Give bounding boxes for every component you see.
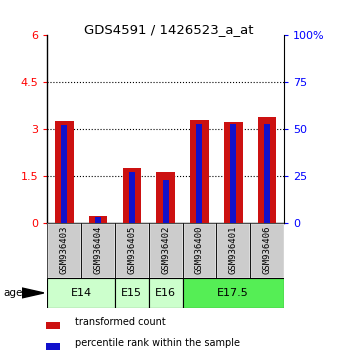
Polygon shape	[22, 288, 44, 298]
Bar	[46, 343, 60, 350]
Bar	[115, 278, 149, 308]
Text: percentile rank within the sample: percentile rank within the sample	[75, 338, 240, 348]
Bar	[81, 223, 115, 278]
Text: E14: E14	[71, 288, 92, 298]
Text: GSM936406: GSM936406	[263, 225, 271, 274]
Bar	[46, 322, 60, 329]
Text: GSM936403: GSM936403	[60, 225, 69, 274]
Bar	[61, 125, 67, 223]
Text: GDS4591 / 1426523_a_at: GDS4591 / 1426523_a_at	[84, 23, 254, 36]
Bar	[47, 223, 81, 278]
Text: GSM936402: GSM936402	[161, 225, 170, 274]
Text: GSM936401: GSM936401	[229, 225, 238, 274]
Text: E16: E16	[155, 288, 176, 298]
Text: GSM936405: GSM936405	[127, 225, 136, 274]
Bar	[95, 217, 101, 223]
Bar	[149, 223, 183, 278]
Text: GSM936400: GSM936400	[195, 225, 204, 274]
Bar	[190, 120, 209, 223]
Bar	[55, 121, 74, 223]
Text: GSM936404: GSM936404	[94, 225, 102, 274]
Bar	[47, 278, 115, 308]
Text: E17.5: E17.5	[217, 288, 249, 298]
Bar	[196, 124, 202, 223]
Bar	[264, 124, 270, 223]
Bar	[258, 117, 276, 223]
Bar	[89, 216, 107, 223]
Bar	[149, 278, 183, 308]
Text: age: age	[3, 288, 23, 298]
Bar	[230, 124, 236, 223]
Bar	[183, 278, 284, 308]
Bar	[123, 168, 141, 223]
Bar	[163, 180, 169, 223]
Bar	[216, 223, 250, 278]
Bar	[183, 223, 216, 278]
Bar	[129, 172, 135, 223]
Text: E15: E15	[121, 288, 142, 298]
Bar	[115, 223, 149, 278]
Bar	[224, 122, 243, 223]
Text: transformed count: transformed count	[75, 316, 166, 327]
Bar	[156, 172, 175, 223]
Bar	[250, 223, 284, 278]
